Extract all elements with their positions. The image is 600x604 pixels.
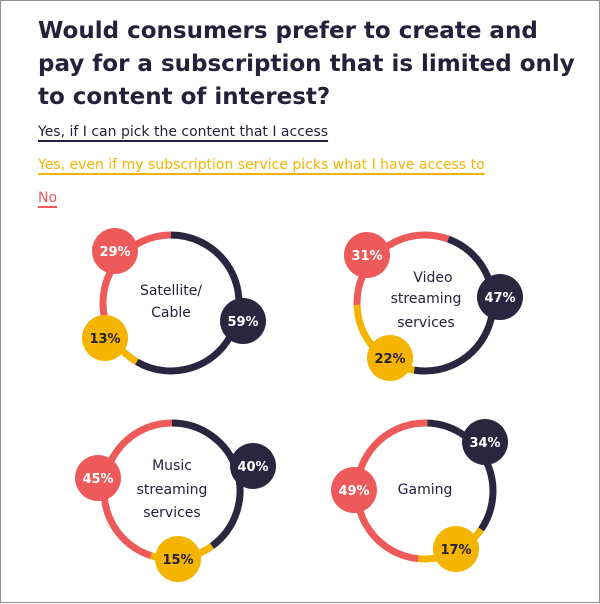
badge-pick-own (477, 274, 523, 320)
value-label-service-picks: 13% (89, 332, 120, 347)
ring-chart-music-streaming: 45% 40% 15% Music streaming services (75, 419, 276, 582)
ring-segment-pick-own (413, 235, 497, 375)
ring-label-line-3: services (143, 505, 200, 521)
value-label-no: 31% (351, 249, 382, 264)
ring-label-line-2: Cable (151, 305, 191, 321)
badge-pick-own (220, 298, 266, 344)
legend-yes-service-picks: Yes, even if my subscription service pic… (38, 157, 485, 173)
badge-no (92, 228, 138, 274)
ring-chart-satellite-cable: 29% 59% 13% Satellite/ Cable (82, 228, 266, 375)
ring-label-line-2: streaming (391, 291, 462, 307)
ring-segment-pick-own (134, 231, 243, 375)
badge-service-picks (82, 315, 128, 361)
value-label-service-picks: 15% (162, 553, 193, 568)
value-label-no: 29% (99, 245, 130, 260)
ring-chart-gaming: 49% 34% 17% Gaming (331, 419, 508, 572)
ring-label-line-1: Music (152, 458, 192, 474)
badge-service-picks (433, 526, 479, 572)
value-label-no: 45% (82, 472, 113, 487)
value-label-no: 49% (338, 484, 369, 499)
ring-label-line-1: Video (413, 270, 452, 286)
ring-chart-video-streaming: 31% 47% 22% Video streaming services (344, 231, 523, 381)
value-label-service-picks: 17% (440, 543, 471, 558)
ring-label-line-3: services (397, 315, 454, 331)
value-label-pick-own: 34% (469, 436, 500, 451)
legend-yes-i-pick: Yes, if I can pick the content that I ac… (38, 124, 329, 140)
ring-label-line-1: Gaming (398, 482, 453, 498)
badge-no (344, 232, 390, 278)
badge-pick-own (462, 419, 508, 465)
value-label-pick-own: 47% (484, 291, 515, 306)
badge-no (75, 455, 121, 501)
value-label-service-picks: 22% (374, 352, 405, 367)
badge-service-picks (367, 335, 413, 381)
ring-label-line-1: Satellite/ (140, 283, 202, 299)
legend-no: No (38, 190, 58, 206)
value-label-pick-own: 40% (237, 460, 268, 475)
chart-title: Would consumers prefer to create and pay… (38, 18, 575, 110)
badge-pick-own (230, 443, 276, 489)
ring-label-line-2: streaming (137, 482, 208, 498)
value-label-pick-own: 59% (227, 315, 258, 330)
badge-no (331, 467, 377, 513)
badge-service-picks (155, 536, 201, 582)
